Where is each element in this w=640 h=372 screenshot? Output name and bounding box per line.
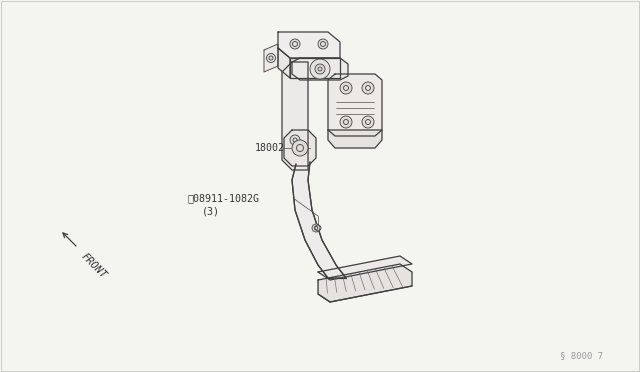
Circle shape [290, 39, 300, 49]
Polygon shape [292, 162, 346, 278]
Polygon shape [292, 58, 348, 80]
Polygon shape [318, 264, 412, 302]
Text: § 8000 7: § 8000 7 [560, 352, 603, 360]
Circle shape [362, 116, 374, 128]
Text: ⓝ08911-1082G: ⓝ08911-1082G [188, 193, 260, 203]
Text: FRONT: FRONT [79, 251, 108, 280]
Circle shape [315, 64, 325, 74]
Circle shape [290, 135, 300, 145]
Circle shape [362, 82, 374, 94]
Polygon shape [278, 32, 340, 58]
Circle shape [318, 39, 328, 49]
Circle shape [310, 59, 330, 79]
Polygon shape [282, 62, 308, 170]
Circle shape [292, 140, 308, 156]
Polygon shape [328, 74, 382, 136]
Circle shape [266, 54, 275, 62]
Text: 18002: 18002 [255, 143, 285, 153]
Polygon shape [328, 130, 382, 148]
Polygon shape [284, 130, 316, 166]
Circle shape [312, 224, 320, 232]
Circle shape [340, 82, 352, 94]
Polygon shape [290, 58, 340, 78]
Text: (3): (3) [202, 207, 220, 217]
Polygon shape [278, 48, 290, 78]
Polygon shape [264, 44, 278, 72]
Circle shape [340, 116, 352, 128]
Polygon shape [318, 256, 412, 280]
